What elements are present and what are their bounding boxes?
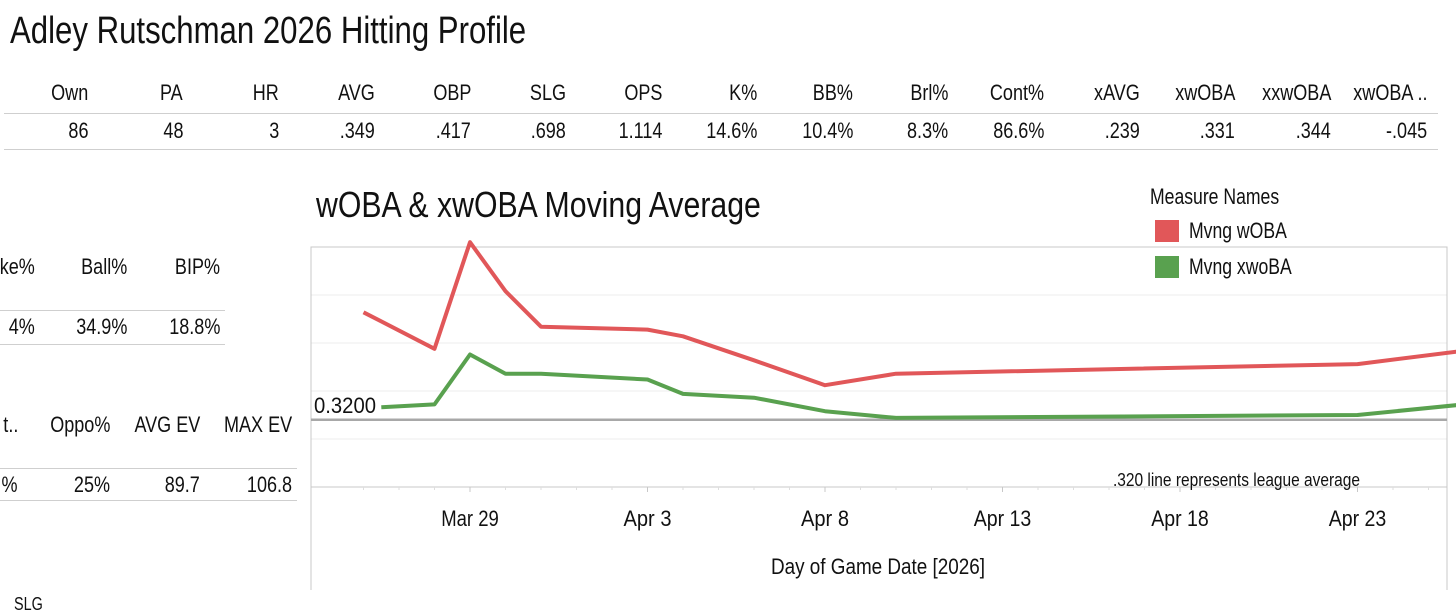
x-tick-label: Apr 23 — [1329, 506, 1387, 531]
reference-note: .320 line represents league average — [1113, 470, 1360, 490]
legend-title: Measure Names — [1150, 184, 1311, 210]
x-tick-label: Apr 13 — [974, 506, 1032, 531]
x-tick-label: Apr 3 — [624, 506, 672, 531]
x-tick-label: Apr 8 — [801, 506, 849, 531]
legend-label-woba: Mvng wOBA — [1189, 218, 1311, 244]
legend-swatch-woba — [1155, 220, 1179, 242]
chart-title: wOBA & xwOBA Moving Average — [316, 184, 846, 226]
x-axis-title: Day of Game Date [2026] — [771, 554, 985, 579]
x-tick-label: Mar 29 — [441, 506, 499, 531]
chart-legend: Measure Names Mvng wOBA Mvng xwoBA — [1150, 184, 1311, 210]
legend-swatch-xwoba — [1155, 256, 1179, 278]
footer-text: SLG — [14, 594, 50, 615]
legend-label-xwoba: Mvng xwoBA — [1189, 254, 1317, 280]
reference-line-label: 0.3200 — [314, 393, 376, 418]
x-tick-label: Apr 18 — [1151, 506, 1209, 531]
